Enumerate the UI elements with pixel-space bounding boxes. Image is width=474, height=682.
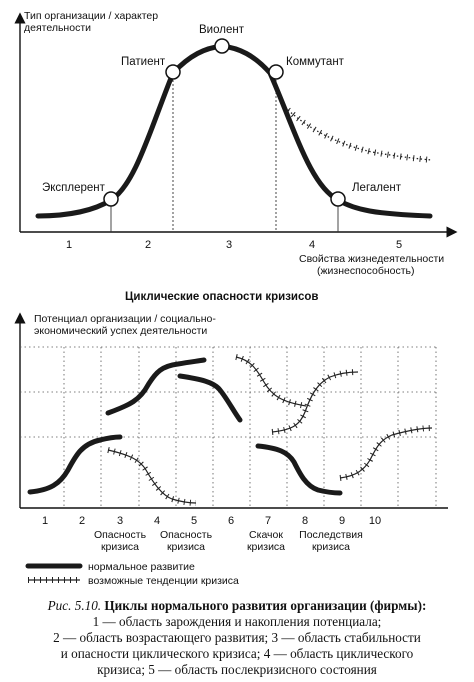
bottom-x-tick-2: 2 xyxy=(79,515,85,527)
top-y-axis-label-2: деятельности xyxy=(24,22,91,34)
bottom-x-tick-7: 7 xyxy=(265,515,271,527)
bottom-y-axis-label-1: Потенциал организации / социально- xyxy=(34,313,216,325)
stage-label-patient: Патиент xyxy=(121,56,166,68)
bottom-x-tick-3: 3 xyxy=(117,515,123,527)
caption-line-5: кризиса; 5 — область послекризисного сос… xyxy=(97,662,377,677)
annotation-4-line2: кризиса xyxy=(312,541,350,553)
normal-curve-2 xyxy=(105,357,207,416)
annotation-1-line2: кризиса xyxy=(101,541,139,553)
crisis-trend-top xyxy=(287,109,433,161)
caption-title: Циклы нормального развития организации (… xyxy=(104,598,427,613)
crisis-curve-1-ticks xyxy=(107,447,197,506)
top-x-axis-label-1: Свойства жизнедеятельности xyxy=(299,253,444,265)
bottom-x-tick-4: 4 xyxy=(154,515,160,527)
bottom-x-tick-1: 1 xyxy=(42,515,48,527)
bottom-y-axis-label-2: экономический успех деятельности xyxy=(34,325,207,337)
annotation-3-line2: кризиса xyxy=(247,541,285,553)
caption-line-3: 2 — область возрастающего развития; 3 — … xyxy=(53,630,421,645)
bottom-diagram-title: Циклические опасности кризисов xyxy=(125,291,318,303)
stage-label-explerent: Эксплерент xyxy=(42,182,106,194)
annotation-2-line1: Опасность xyxy=(160,529,213,541)
region-number-2: 2 xyxy=(145,239,151,251)
bottom-x-tick-8: 8 xyxy=(302,515,308,527)
bottom-x-tick-10: 10 xyxy=(369,515,381,527)
crisis-curve-2-ticks xyxy=(235,354,307,409)
legend: нормальное развитие возможные тенденции … xyxy=(25,561,239,587)
annotation-2-line2: кризиса xyxy=(167,541,205,553)
normal-curve-4 xyxy=(255,443,343,496)
normal-curve-1 xyxy=(27,434,123,495)
bottom-x-tick-9: 9 xyxy=(339,515,345,527)
stage-label-legalent: Легалент xyxy=(352,182,402,194)
stage-label-commutant: Коммутант xyxy=(286,56,345,68)
crisis-curve-4 xyxy=(339,427,433,479)
annotation-1-line1: Опасность xyxy=(94,529,147,541)
crisis-curve-1 xyxy=(107,449,197,504)
stage-marker-commutant xyxy=(268,64,284,80)
legend-normal-label: нормальное развитие xyxy=(88,561,195,573)
annotation-3-line1: Скачок xyxy=(249,529,283,541)
top-diagram: Тип организации / характер деятельности … xyxy=(14,10,458,277)
stage-marker-explerent xyxy=(103,191,119,207)
crisis-curve-4-ticks xyxy=(339,425,433,481)
normal-development-curves xyxy=(27,357,343,496)
crisis-curve-2 xyxy=(235,356,307,407)
figure-caption: Рис. 5.10. Циклы нормального развития ор… xyxy=(0,598,474,678)
region-number-4: 4 xyxy=(309,239,315,251)
caption-line-2: 1 — область зарождения и накопления поте… xyxy=(92,614,382,629)
bottom-x-tick-6: 6 xyxy=(228,515,234,527)
normal-curve-3 xyxy=(177,373,243,423)
crisis-curve-3 xyxy=(271,371,359,433)
region-number-3: 3 xyxy=(226,239,232,251)
crisis-curve-3-ticks xyxy=(271,369,359,435)
caption-figure-label: Рис. 5.10. xyxy=(47,598,102,613)
crisis-trend-top-ticks xyxy=(285,107,433,163)
stage-label-violent: Виолент xyxy=(199,24,245,36)
bottom-x-tick-5: 5 xyxy=(191,515,197,527)
crisis-trend-curves xyxy=(107,354,433,506)
top-y-axis-label-1: Тип организации / характер xyxy=(24,10,158,22)
legend-crisis-label: возможные тенденции кризиса xyxy=(88,575,239,587)
caption-line-1: Рис. 5.10. Циклы нормального развития ор… xyxy=(0,598,474,614)
bottom-diagram: Циклические опасности кризисов Потенциал… xyxy=(14,291,448,553)
stage-marker-patient xyxy=(165,64,181,80)
region-number-5: 5 xyxy=(396,239,402,251)
annotation-4-line1: Последствия xyxy=(299,529,363,541)
top-x-axis-label-2: (жизнеспособность) xyxy=(317,265,415,277)
region-number-1: 1 xyxy=(66,239,72,251)
stage-marker-violent xyxy=(214,38,230,54)
grid xyxy=(20,346,437,508)
caption-line-4: и опасности циклического кризиса; 4 — об… xyxy=(60,646,414,661)
stage-marker-legalent xyxy=(330,191,346,207)
